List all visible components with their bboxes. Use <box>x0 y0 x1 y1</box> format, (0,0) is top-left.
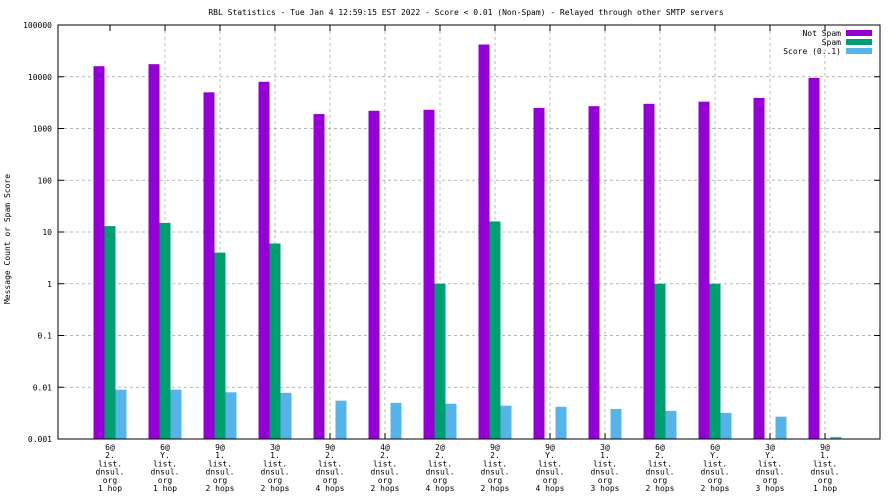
legend-swatch <box>846 30 872 36</box>
bar-not-spam <box>643 103 655 440</box>
bar-not-spam <box>313 114 325 440</box>
legend-swatch <box>846 39 872 45</box>
y-tick-label: 10000 <box>28 73 52 82</box>
bar-spam <box>269 243 281 439</box>
bar-spam <box>709 283 721 439</box>
x-tick-label: 3@ Y. list. dnsul. org 3 hops <box>756 443 785 493</box>
bar-not-spam <box>93 66 105 439</box>
bar-not-spam <box>753 97 765 439</box>
y-tick-label: 100000 <box>23 21 52 30</box>
y-tick-label: 0.1 <box>38 332 53 341</box>
bar-score-0-1 <box>335 400 347 439</box>
bar-not-spam <box>148 64 160 439</box>
x-tick-label: 4@ 2. list. dnsul. org 2 hops <box>371 443 400 493</box>
bar-score-0-1 <box>115 389 127 439</box>
bar-not-spam <box>368 110 380 439</box>
bar-not-spam <box>258 81 270 440</box>
x-tick-label: 9@ 2. list. dnsul. org 2 hops <box>481 443 510 493</box>
y-axis-label: Message Count or Spam Score <box>3 174 12 304</box>
bar-spam <box>489 221 501 439</box>
bar-score-0-1 <box>610 408 622 439</box>
x-tick-label: 9@ 2. list. dnsul. org 4 hops <box>316 443 345 493</box>
y-tick-label: 1000 <box>33 125 52 134</box>
bar-not-spam <box>203 92 215 439</box>
bar-score-0-1 <box>830 436 842 439</box>
y-tick-label: 10 <box>42 228 52 237</box>
x-tick-label: 6@ 2. list. dnsul. org 2 hops <box>646 443 675 493</box>
bar-spam <box>434 283 446 439</box>
y-tick-label: 0.001 <box>28 435 52 444</box>
bar-score-0-1 <box>720 412 732 439</box>
bar-not-spam <box>698 101 710 439</box>
bar-score-0-1 <box>280 392 292 439</box>
bar-score-0-1 <box>665 410 677 439</box>
legend-swatch <box>846 48 872 54</box>
bar-not-spam <box>588 106 600 439</box>
x-tick-label: 2@ 2. list. dnsul. org 4 hops <box>426 443 455 493</box>
bar-not-spam <box>808 77 820 439</box>
x-tick-label: 6@ Y. list. dnsul. org 1 hop <box>151 443 180 493</box>
x-tick-label: 6@ Y. list. dnsul. org 2 hops <box>701 443 730 493</box>
x-tick-label: 9@ 1. list. dnsul. org 2 hops <box>206 443 235 493</box>
y-tick-label: 1 <box>47 280 52 289</box>
bar-score-0-1 <box>225 392 237 439</box>
bar-spam <box>214 252 226 439</box>
bar-score-0-1 <box>555 406 567 439</box>
bar-not-spam <box>423 109 435 440</box>
x-tick-labels: 6@ 2. list. dnsul. org 1 hop 6@ Y. list. dnsul. or… <box>96 443 840 493</box>
legend-label: Score (0..1) <box>783 47 841 56</box>
bar-spam <box>104 226 116 439</box>
bar-score-0-1 <box>170 389 182 439</box>
x-tick-label: 3@ 1. list. dnsul. org 3 hops <box>591 443 620 493</box>
y-tick-label: 0.01 <box>33 383 52 392</box>
y-tick-label: 100 <box>38 176 53 185</box>
bar-not-spam <box>533 107 545 439</box>
bar-spam <box>159 222 171 439</box>
bar-score-0-1 <box>775 416 787 439</box>
x-tick-label: 3@ 1. list. dnsul. org 2 hops <box>261 443 290 493</box>
x-tick-label: 9@ Y. list. dnsul. org 4 hops <box>536 443 565 493</box>
x-tick-label: 6@ 2. list. dnsul. org 1 hop <box>96 443 125 493</box>
bar-spam <box>654 283 666 439</box>
bar-not-spam <box>478 44 490 439</box>
legend-label: Spam <box>822 38 841 47</box>
bar-score-0-1 <box>500 405 512 439</box>
y-tick-labels: 100000 10000 1000 100 10 1 0.1 0.01 0.001 <box>23 21 52 444</box>
legend-label: Not Spam <box>802 29 841 38</box>
x-tick-label: 9@ 1. list. dnsul. org 1 hop <box>811 443 840 493</box>
plot-frame <box>57 24 881 440</box>
bar-score-0-1 <box>390 402 402 439</box>
chart-title: RBL Statistics - Tue Jan 4 12:59:15 EST … <box>208 8 724 17</box>
bars <box>93 44 842 440</box>
bar-score-0-1 <box>445 403 457 439</box>
